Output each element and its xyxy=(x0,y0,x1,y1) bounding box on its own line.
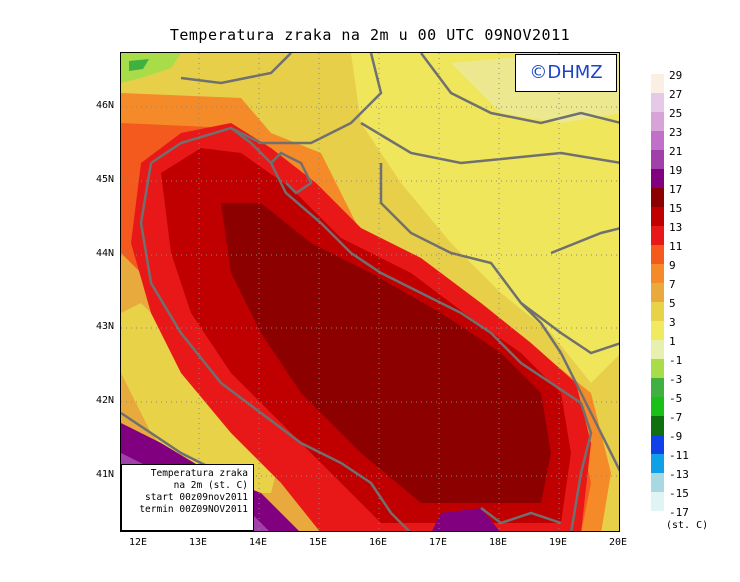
legend-swatch xyxy=(651,492,664,511)
legend-label: 5 xyxy=(669,297,676,310)
legend-swatch xyxy=(651,321,664,340)
legend-label: -5 xyxy=(669,392,683,405)
legend-swatch xyxy=(651,93,664,112)
lon-label: 15E xyxy=(308,537,328,548)
legend-swatch xyxy=(651,378,664,397)
lon-label: 14E xyxy=(248,537,268,548)
legend-swatch xyxy=(651,245,664,264)
legend-label: -3 xyxy=(669,373,683,386)
lon-label: 17E xyxy=(428,537,448,548)
legend-label: -1 xyxy=(669,354,683,367)
temperature-map xyxy=(120,52,620,532)
lat-label: 43N xyxy=(95,321,114,332)
lon-label: 16E xyxy=(368,537,388,548)
legend-label: 25 xyxy=(669,107,683,120)
legend-label: 7 xyxy=(669,278,676,291)
legend-swatch xyxy=(651,435,664,454)
lat-label: 44N xyxy=(95,248,114,259)
legend-unit: (st. C) xyxy=(666,520,709,531)
legend-label: -15 xyxy=(669,487,689,500)
legend-swatch xyxy=(651,340,664,359)
lon-label: 12E xyxy=(128,537,148,548)
legend-swatch xyxy=(651,397,664,416)
legend-swatch xyxy=(651,169,664,188)
dhmz-logo: ©DHMZ xyxy=(515,54,617,92)
legend-label: 27 xyxy=(669,88,683,101)
legend-label: 17 xyxy=(669,183,683,196)
legend-label: 21 xyxy=(669,145,683,158)
legend-label: -7 xyxy=(669,411,683,424)
legend-swatch xyxy=(651,264,664,283)
legend-label: 3 xyxy=(669,316,676,329)
legend-swatch xyxy=(651,131,664,150)
info-line-1: Temperatura zraka xyxy=(150,468,248,479)
legend-swatch xyxy=(651,302,664,321)
legend-label: 15 xyxy=(669,202,683,215)
map-title: Temperatura zraka na 2m u 00 UTC 09NOV20… xyxy=(169,26,571,44)
lon-label: 18E xyxy=(488,537,508,548)
legend-label: -17 xyxy=(669,506,689,519)
info-line-4: termin 00Z09NOV2011 xyxy=(139,504,248,515)
legend-label: 11 xyxy=(669,240,683,253)
info-line-2: na 2m (st. C) xyxy=(173,480,248,491)
lat-label: 46N xyxy=(95,100,114,111)
legend-label: -11 xyxy=(669,449,689,462)
lat-label: 42N xyxy=(95,395,114,406)
legend-swatch xyxy=(651,226,664,245)
legend-swatch xyxy=(651,359,664,378)
lat-label: 45N xyxy=(95,174,114,185)
legend-label: 29 xyxy=(669,69,683,82)
legend-label: -9 xyxy=(669,430,683,443)
legend-swatch xyxy=(651,74,664,93)
legend-swatch xyxy=(651,283,664,302)
lon-label: 13E xyxy=(188,537,208,548)
info-line-3: start 00z09nov2011 xyxy=(145,492,248,503)
legend-swatch xyxy=(651,150,664,169)
legend-swatch xyxy=(651,188,664,207)
legend-label: 23 xyxy=(669,126,683,139)
legend-swatch xyxy=(651,416,664,435)
lon-label: 19E xyxy=(548,537,568,548)
lat-label: 41N xyxy=(95,469,114,480)
info-box: Temperatura zraka na 2m (st. C) start 00… xyxy=(121,464,254,531)
lon-label: 20E xyxy=(608,537,628,548)
legend-label: 9 xyxy=(669,259,676,272)
legend-label: 1 xyxy=(669,335,676,348)
legend-label: 19 xyxy=(669,164,683,177)
legend-label: 13 xyxy=(669,221,683,234)
legend-swatch xyxy=(651,112,664,131)
legend-swatch xyxy=(651,207,664,226)
legend-swatch xyxy=(651,454,664,473)
legend-swatch xyxy=(651,473,664,492)
temperature-field xyxy=(121,53,619,531)
legend-label: -13 xyxy=(669,468,689,481)
